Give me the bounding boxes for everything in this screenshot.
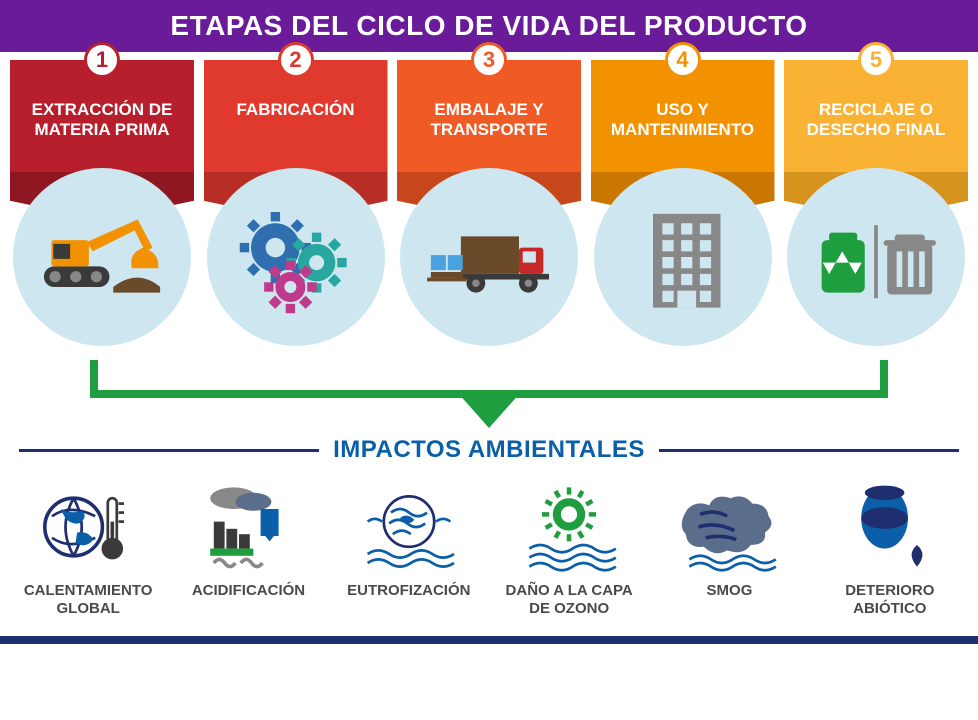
bottom-bar (0, 636, 978, 644)
stage-number-badge: 2 (278, 42, 314, 78)
bracket (20, 360, 958, 430)
impact-label: EUTROFIZACIÓN (347, 582, 470, 600)
subtitle-row: IMPACTOS AMBIENTALES (0, 436, 978, 464)
stage-label: EMBALAJE Y TRANSPORTE (397, 100, 581, 139)
stage-2: 2 FABRICACIÓN (204, 60, 388, 346)
stage-number-badge: 4 (665, 42, 701, 78)
title-text: ETAPAS DEL CICLO DE VIDA DEL PRODUCTO (170, 10, 807, 41)
impact-3: EUTROFIZACIÓN (334, 482, 484, 618)
ozone-icon (514, 482, 624, 572)
stage-number-badge: 5 (858, 42, 894, 78)
impact-label: DAÑO A LA CAPA DE OZONO (494, 582, 644, 618)
impact-label: ACIDIFICACIÓN (192, 582, 305, 600)
bracket-right (880, 360, 888, 390)
stage-label: USO Y MANTENIMIENTO (591, 100, 775, 139)
infographic-root: ETAPAS DEL CICLO DE VIDA DEL PRODUCTO 1 … (0, 0, 978, 644)
impact-2: ACIDIFICACIÓN (173, 482, 323, 618)
impact-1: CALENTAMIENTO GLOBAL (13, 482, 163, 618)
abiotic-icon (835, 482, 945, 572)
stage-1: 1 EXTRACCIÓN DE MATERIA PRIMA (10, 60, 194, 346)
stage-4: 4 USO Y MANTENIMIENTO (591, 60, 775, 346)
bracket-left (90, 360, 98, 390)
subtitle-line-left (19, 449, 319, 452)
stage-icon-circle (400, 168, 578, 346)
impact-6: DETERIORO ABIÓTICO (815, 482, 965, 618)
stage-label: FABRICACIÓN (230, 100, 360, 120)
subtitle-text: IMPACTOS AMBIENTALES (333, 436, 645, 464)
globe-therm-icon (33, 482, 143, 572)
stage-icon-circle (787, 168, 965, 346)
stage-label: EXTRACCIÓN DE MATERIA PRIMA (10, 100, 194, 139)
impacts-row: CALENTAMIENTO GLOBAL ACIDIFICACIÓN (0, 482, 978, 618)
smog-icon (674, 482, 784, 572)
impact-label: SMOG (707, 582, 753, 600)
stage-3: 3 EMBALAJE Y TRANSPORTE (397, 60, 581, 346)
stage-number-badge: 3 (471, 42, 507, 78)
acid-icon (193, 482, 303, 572)
arrow-down-icon (457, 392, 521, 428)
stage-number-badge: 1 (84, 42, 120, 78)
subtitle-line-right (659, 449, 959, 452)
stage-5: 5 RECICLAJE O DESECHO FINAL (784, 60, 968, 346)
impact-label: CALENTAMIENTO GLOBAL (13, 582, 163, 618)
impact-label: DETERIORO ABIÓTICO (815, 582, 965, 618)
impact-5: SMOG (654, 482, 804, 618)
impact-4: DAÑO A LA CAPA DE OZONO (494, 482, 644, 618)
stage-icon-circle (594, 168, 772, 346)
stage-icon-circle (207, 168, 385, 346)
eutro-icon (354, 482, 464, 572)
stage-icon-circle (13, 168, 191, 346)
stage-label: RECICLAJE O DESECHO FINAL (784, 100, 968, 139)
stages-row: 1 EXTRACCIÓN DE MATERIA PRIMA 2 FABRICAC… (0, 60, 978, 346)
